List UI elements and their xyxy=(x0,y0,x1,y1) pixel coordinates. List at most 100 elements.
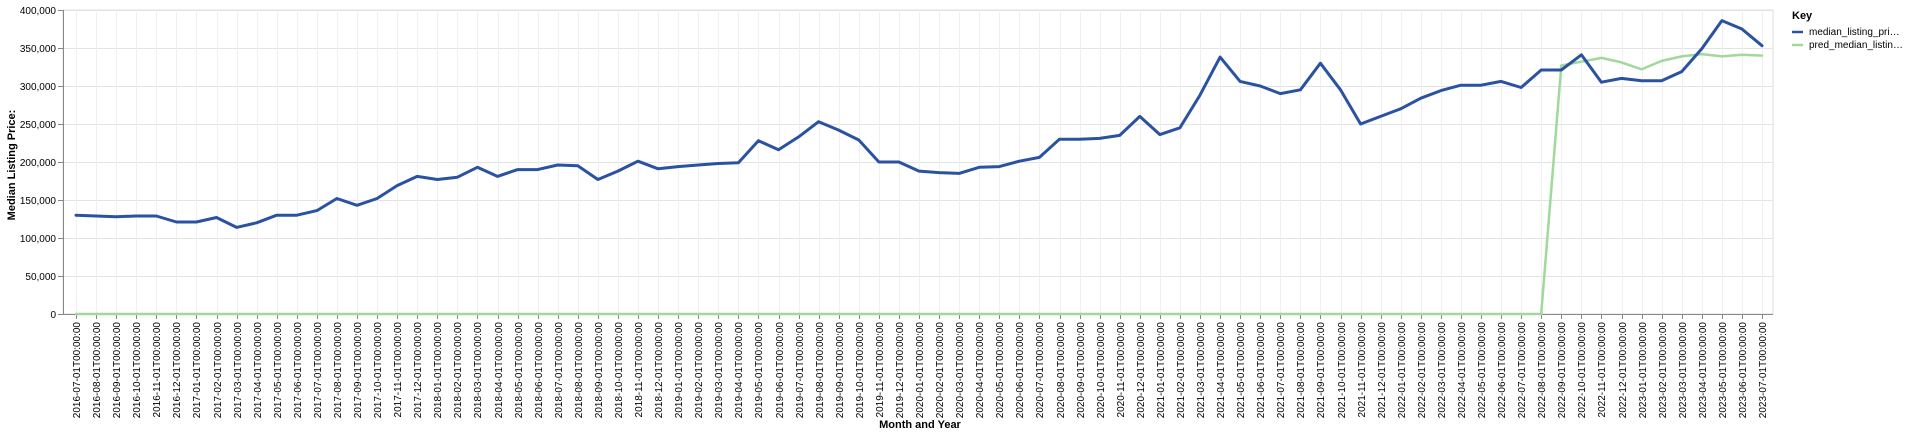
x-tick-label: 2023-02-01T00:00:00 xyxy=(1658,322,1669,419)
x-tick-label: 2016-10-01T00:00:00 xyxy=(132,322,143,419)
x-tick-label: 2017-09-01T00:00:00 xyxy=(353,322,364,419)
x-tick-label: 2023-01-01T00:00:00 xyxy=(1638,322,1649,419)
x-tick-label: 2019-03-01T00:00:00 xyxy=(714,322,725,419)
x-tick-label: 2017-08-01T00:00:00 xyxy=(333,322,344,419)
x-tick-label: 2019-02-01T00:00:00 xyxy=(694,322,705,419)
x-tick-label: 2017-05-01T00:00:00 xyxy=(273,322,284,419)
x-tick-label: 2017-12-01T00:00:00 xyxy=(413,322,424,419)
x-tick-label: 2018-02-01T00:00:00 xyxy=(453,322,464,419)
x-tick-label: 2023-03-01T00:00:00 xyxy=(1678,322,1689,419)
x-tick-label: 2021-08-01T00:00:00 xyxy=(1296,322,1307,419)
x-tick-label: 2022-07-01T00:00:00 xyxy=(1517,322,1528,419)
x-tick-label: 2019-12-01T00:00:00 xyxy=(895,322,906,419)
x-tick-label: 2022-08-01T00:00:00 xyxy=(1537,322,1548,419)
x-tick-label: 2022-02-01T00:00:00 xyxy=(1417,322,1428,419)
y-axis: 0 50,000 100,000 150,000 200,000 250,000 300,0… xyxy=(20,6,64,321)
x-tick-label: 2020-12-01T00:00:00 xyxy=(1136,322,1147,419)
x-tick-label: 2019-05-01T00:00:00 xyxy=(754,322,765,419)
x-tick-label: 2022-10-01T00:00:00 xyxy=(1577,322,1588,419)
x-tick-label: 2021-01-01T00:00:00 xyxy=(1156,322,1167,419)
x-tick-label: 2022-06-01T00:00:00 xyxy=(1497,322,1508,419)
x-tick-label: 2022-09-01T00:00:00 xyxy=(1557,322,1568,419)
x-tick-label: 2016-12-01T00:00:00 xyxy=(172,322,183,419)
x-tick-label: 2021-10-01T00:00:00 xyxy=(1337,322,1348,419)
y-axis-title: Median Listing Price: xyxy=(6,110,18,221)
legend-title: Key xyxy=(1792,10,1813,22)
x-tick-label: 2021-04-01T00:00:00 xyxy=(1216,322,1227,419)
x-tick-label: 2020-09-01T00:00:00 xyxy=(1076,322,1087,419)
x-tick-label: 2018-03-01T00:00:00 xyxy=(473,322,484,419)
x-tick-label: 2017-04-01T00:00:00 xyxy=(253,322,264,419)
x-tick-label: 2019-11-01T00:00:00 xyxy=(875,322,886,418)
y-tick-label: 250,000 xyxy=(20,120,57,131)
x-tick-label: 2018-11-01T00:00:00 xyxy=(634,322,645,418)
x-tick-label: 2019-01-01T00:00:00 xyxy=(674,322,685,419)
x-tick-label: 2018-09-01T00:00:00 xyxy=(594,322,605,419)
x-tick-label: 2021-03-01T00:00:00 xyxy=(1196,322,1207,419)
x-tick-label: 2017-07-01T00:00:00 xyxy=(313,322,324,419)
series-line-pred-median-listing-price xyxy=(74,52,1764,316)
x-tick-label: 2018-12-01T00:00:00 xyxy=(654,322,665,419)
x-tick-label: 2023-05-01T00:00:00 xyxy=(1718,322,1729,419)
y-tick-label: 400,000 xyxy=(20,6,57,17)
x-tick-label: 2019-08-01T00:00:00 xyxy=(815,322,826,419)
x-tick-label: 2018-10-01T00:00:00 xyxy=(614,322,625,419)
x-tick-label: 2022-11-01T00:00:00 xyxy=(1597,322,1608,418)
x-tick-label: 2021-07-01T00:00:00 xyxy=(1276,322,1287,419)
x-tick-label: 2016-11-01T00:00:00 xyxy=(152,322,163,418)
y-tick-label: 50,000 xyxy=(25,272,56,283)
y-tick-label: 300,000 xyxy=(20,82,57,93)
grid-lines xyxy=(62,9,1774,315)
y-tick-label: 200,000 xyxy=(20,158,57,169)
x-tick-label: 2016-08-01T00:00:00 xyxy=(92,322,103,419)
x-axis-title: Month and Year xyxy=(879,419,961,431)
x-tick-label: 2017-06-01T00:00:00 xyxy=(293,322,304,419)
x-tick-label: 2017-03-01T00:00:00 xyxy=(233,322,244,419)
y-tick-label: 0 xyxy=(50,310,56,321)
x-tick-label: 2021-05-01T00:00:00 xyxy=(1236,322,1247,419)
y-tick-label: 150,000 xyxy=(20,196,57,207)
x-tick-label: 2020-02-01T00:00:00 xyxy=(935,322,946,419)
x-tick-label: 2018-08-01T00:00:00 xyxy=(574,322,585,419)
x-tick-label: 2018-01-01T00:00:00 xyxy=(433,322,444,419)
x-tick-label: 2018-05-01T00:00:00 xyxy=(514,322,525,419)
x-tick-label: 2021-02-01T00:00:00 xyxy=(1176,322,1187,419)
x-axis: 2016-07-01T00:00:00 2016-08-01T00:00:00 20… xyxy=(63,314,1773,418)
x-tick-label: 2016-09-01T00:00:00 xyxy=(112,322,123,419)
x-tick-label: 2022-12-01T00:00:00 xyxy=(1618,322,1629,419)
x-tick-label: 2022-03-01T00:00:00 xyxy=(1437,322,1448,419)
x-tick-label: 2018-07-01T00:00:00 xyxy=(554,322,565,419)
x-tick-label: 2022-01-01T00:00:00 xyxy=(1397,322,1408,419)
x-tick-label: 2023-06-01T00:00:00 xyxy=(1738,322,1749,419)
x-tick-label: 2020-11-01T00:00:00 xyxy=(1116,322,1127,418)
x-tick-label: 2020-10-01T00:00:00 xyxy=(1096,322,1107,419)
x-tick-label: 2019-10-01T00:00:00 xyxy=(855,322,866,419)
x-tick-label: 2017-10-01T00:00:00 xyxy=(373,322,384,419)
x-tick-label: 2022-05-01T00:00:00 xyxy=(1477,322,1488,419)
x-tick-label: 2017-02-01T00:00:00 xyxy=(213,322,224,419)
x-tick-label: 2018-04-01T00:00:00 xyxy=(494,322,505,419)
x-tick-label: 2021-12-01T00:00:00 xyxy=(1377,322,1388,419)
x-tick-label: 2023-07-01T00:00:00 xyxy=(1758,322,1769,419)
x-tick-label: 2016-07-01T00:00:00 xyxy=(72,322,83,419)
x-tick-label: 2022-04-01T00:00:00 xyxy=(1457,322,1468,419)
x-tick-label: 2021-09-01T00:00:00 xyxy=(1316,322,1327,419)
x-tick-label: 2017-01-01T00:00:00 xyxy=(192,322,203,419)
x-tick-label: 2020-05-01T00:00:00 xyxy=(995,322,1006,419)
series-layer xyxy=(74,19,1764,316)
x-tick-label: 2020-01-01T00:00:00 xyxy=(915,322,926,419)
legend: Key median_listing_pri… pred_median_list… xyxy=(1792,10,1903,51)
legend-label-pred-median-listing-price: pred_median_listin… xyxy=(1809,40,1903,51)
series-line-median-listing-price xyxy=(74,19,1764,229)
x-tick-label: 2019-04-01T00:00:00 xyxy=(734,322,745,419)
x-tick-label: 2017-11-01T00:00:00 xyxy=(393,322,404,418)
x-tick-label: 2020-03-01T00:00:00 xyxy=(955,322,966,419)
x-tick-label: 2019-06-01T00:00:00 xyxy=(775,322,786,419)
legend-label-median-listing-price: median_listing_pri… xyxy=(1809,27,1900,38)
x-tick-label: 2021-06-01T00:00:00 xyxy=(1256,322,1267,419)
y-tick-label: 100,000 xyxy=(20,234,57,245)
x-tick-label: 2023-04-01T00:00:00 xyxy=(1698,322,1709,419)
x-tick-label: 2018-06-01T00:00:00 xyxy=(534,322,545,419)
x-tick-label: 2021-11-01T00:00:00 xyxy=(1357,322,1368,418)
